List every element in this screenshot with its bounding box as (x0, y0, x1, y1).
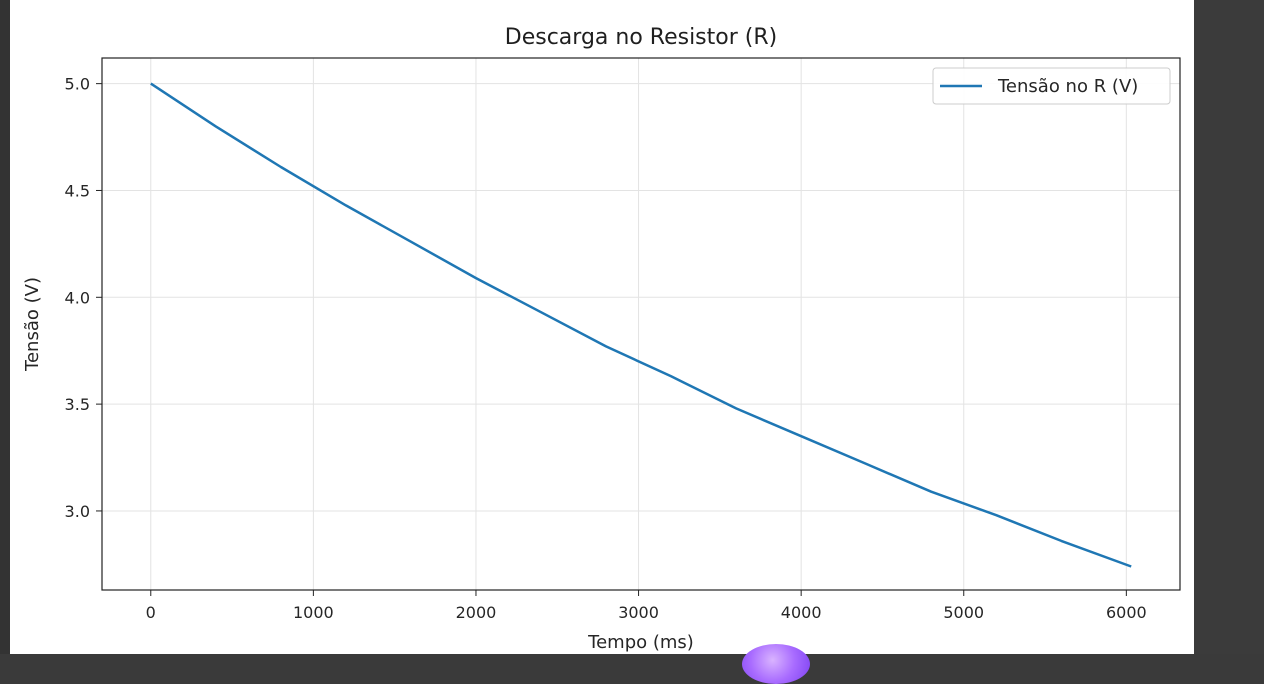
assistant-orb-icon[interactable] (742, 644, 810, 684)
x-tick-label: 3000 (618, 603, 659, 622)
chart-svg: Descarga no Resistor (R) 0 1000 2000 3000 40… (22, 25, 1181, 653)
chart-figure: Descarga no Resistor (R) 0 1000 2000 3000 40… (10, 0, 1194, 654)
y-axis-ticks: 3.0 3.5 4.0 4.5 5.0 (65, 75, 102, 521)
x-tick-label: 0 (146, 603, 156, 622)
legend-box (932, 67, 1171, 105)
y-tick-label: 3.0 (65, 502, 90, 521)
series-layer (150, 82, 1132, 568)
y-tick-label: 3.5 (65, 395, 90, 414)
y-tick-label: 5.0 (65, 75, 90, 94)
x-tick-label: 5000 (943, 603, 984, 622)
x-tick-label: 4000 (781, 603, 822, 622)
y-tick-label: 4.5 (65, 181, 90, 200)
legend-entry-label: Tensão no R (V) (997, 76, 1138, 97)
x-tick-label: 1000 (293, 603, 334, 622)
plot-frame (101, 57, 1181, 591)
right-window-panel (1194, 0, 1264, 654)
x-axis-label: Tempo (ms) (587, 632, 694, 653)
series-line (150, 82, 1132, 568)
legend: Tensão no R (V) (932, 67, 1171, 105)
x-tick-label: 2000 (456, 603, 497, 622)
x-axis-ticks: 0 1000 2000 3000 4000 5000 6000 (146, 590, 1147, 622)
chart-title: Descarga no Resistor (R) (505, 25, 777, 50)
y-tick-label: 4.0 (65, 288, 90, 307)
x-tick-label: 6000 (1106, 603, 1147, 622)
left-window-border (0, 0, 10, 654)
gridlines (102, 58, 1180, 590)
y-axis-label: Tensão (V) (22, 277, 43, 372)
